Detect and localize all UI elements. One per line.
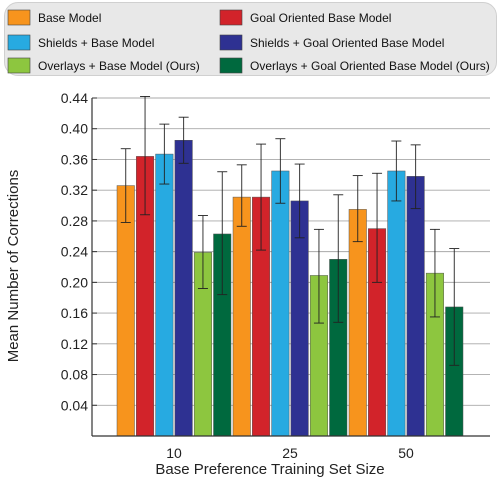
y-tick-label: 0.20	[61, 274, 88, 290]
bar	[232, 196, 251, 437]
x-tick-label: 25	[282, 445, 298, 461]
x-tick-label: 50	[398, 445, 414, 461]
bar	[406, 176, 425, 437]
y-tick-label: 0.32	[61, 182, 88, 198]
y-tick-label: 0.44	[61, 90, 88, 106]
axes: 0.04 0.08 0.12 0.16 0.20 0.24 0.28 0.32 0.36 0.40…	[61, 90, 490, 461]
legend-swatch	[219, 34, 243, 51]
legend-label: Base Model	[38, 11, 101, 25]
bar	[174, 140, 193, 437]
bar	[348, 209, 367, 437]
y-tick-label: 0.36	[61, 151, 88, 167]
legend-label: Shields + Base Model	[38, 36, 154, 50]
y-tick-label: 0.24	[61, 244, 88, 260]
bar	[271, 170, 290, 437]
y-tick-label: 0.16	[61, 305, 88, 321]
legend-entries: Base Model Goal Oriented Base Model Shield…	[7, 9, 490, 74]
y-tick-label: 0.40	[61, 121, 88, 137]
legend-swatch	[219, 9, 243, 26]
legend-swatch	[219, 57, 243, 74]
legend-label: Shields + Goal Oriented Base Model	[250, 36, 444, 50]
bar	[116, 185, 135, 437]
legend-swatch	[7, 57, 31, 74]
y-tick-label: 0.12	[61, 336, 88, 352]
legend-label: Overlays + Goal Oriented Base Model (Our…	[250, 59, 490, 73]
bar	[155, 153, 174, 437]
x-axis-title: Base Preference Training Set Size	[155, 461, 384, 478]
x-tick-label: 10	[166, 445, 182, 461]
legend-label: Overlays + Base Model (Ours)	[38, 59, 200, 73]
bar	[387, 170, 406, 437]
y-tick-label: 0.04	[61, 397, 88, 413]
legend	[4, 2, 497, 76]
legend-label: Goal Oriented Base Model	[250, 11, 391, 25]
y-axis-title: Mean Number of Corrections	[5, 170, 22, 363]
bars	[116, 96, 464, 437]
y-tick-label: 0.28	[61, 213, 88, 229]
legend-swatch	[7, 34, 31, 51]
y-tick-label: 0.08	[61, 367, 88, 383]
legend-swatch	[7, 9, 31, 26]
